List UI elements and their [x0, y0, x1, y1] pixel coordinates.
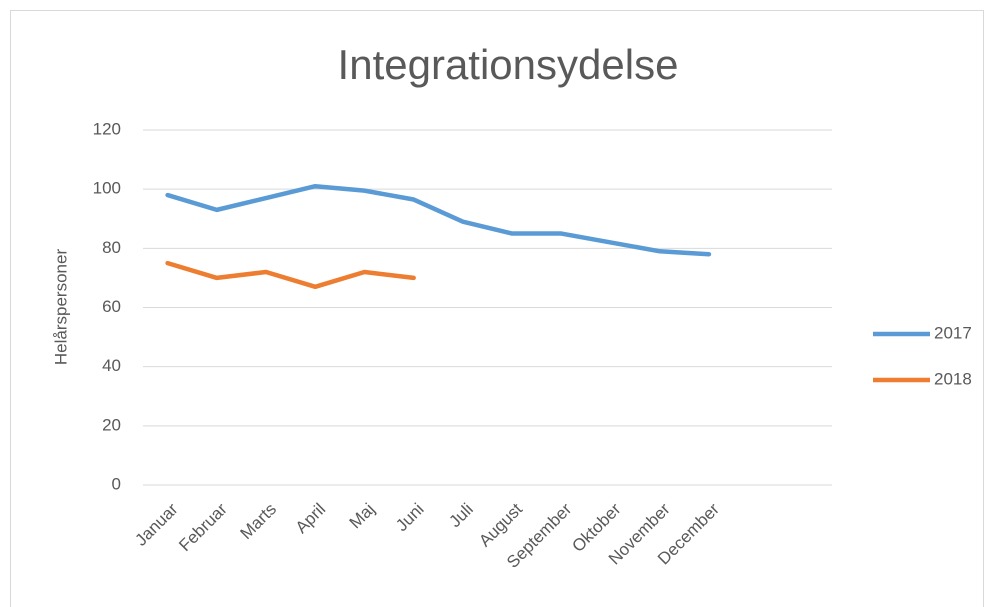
y-tick-label: 20: [102, 415, 121, 434]
legend-label: 2017: [934, 323, 972, 342]
chart-title: Integrationsydelse: [338, 41, 679, 88]
y-axis-label: Helårspersoner: [51, 249, 70, 366]
y-tick-label: 100: [93, 179, 121, 198]
y-tick-label: 120: [93, 119, 121, 138]
legend-label: 2018: [934, 369, 972, 388]
chart-border: [10, 10, 984, 607]
y-tick-label: 40: [102, 356, 121, 375]
data-line: [165, 183, 712, 257]
data-line: [165, 260, 416, 290]
y-tick-label: 0: [112, 474, 121, 493]
y-tick-label: 80: [102, 238, 121, 257]
y-tick-label: 60: [102, 297, 121, 316]
